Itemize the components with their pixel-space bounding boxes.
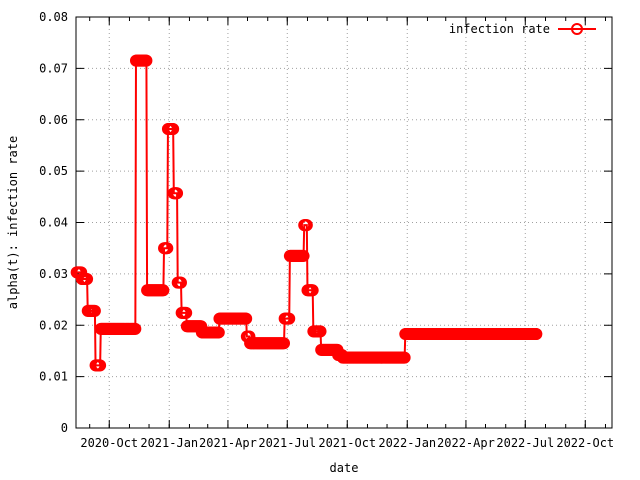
data-point — [300, 219, 313, 232]
x-axis-title: date — [330, 461, 359, 475]
x-tick-label: 2022-Apr — [437, 436, 495, 450]
data-point — [398, 351, 411, 364]
data-point — [94, 359, 107, 372]
data-point — [81, 273, 94, 286]
y-tick-label: 0.07 — [39, 61, 68, 75]
x-tick-label: 2022-Jan — [378, 436, 436, 450]
x-tick-label: 2021-Jan — [140, 436, 198, 450]
y-tick-label: 0.04 — [39, 216, 68, 230]
data-point — [180, 306, 193, 319]
y-tick-label: 0.02 — [39, 318, 68, 332]
legend-label-infection-rate: infection rate — [449, 22, 550, 36]
data-point — [88, 304, 101, 317]
y-tick-label: 0.08 — [39, 10, 68, 24]
data-point — [171, 187, 184, 200]
x-tick-label: 2021-Oct — [318, 436, 376, 450]
data-point — [167, 123, 180, 135]
y-tick-label: 0.06 — [39, 113, 68, 127]
legend: infection rate — [449, 22, 596, 36]
x-tick-label: 2022-Jul — [496, 436, 554, 450]
data-point — [140, 54, 153, 67]
series-infection-rate — [70, 54, 543, 372]
data-point — [161, 242, 174, 255]
x-tick-label: 2021-Jul — [258, 436, 316, 450]
axis-ticks: 0 0.01 0.02 0.03 0.04 0.05 0.06 0.07 0.08 2020-Oc… — [39, 10, 614, 450]
x-tick-label: 2020-Oct — [80, 436, 138, 450]
data-point — [283, 312, 296, 325]
y-tick-label: 0 — [61, 421, 68, 435]
data-point — [314, 325, 327, 338]
data-point — [530, 327, 543, 340]
data-point — [157, 284, 170, 297]
data-point — [129, 322, 142, 335]
y-tick-label: 0.05 — [39, 164, 68, 178]
y-tick-label: 0.01 — [39, 370, 68, 384]
data-point — [306, 284, 319, 297]
y-axis-title: alpha(t): infection rate — [6, 136, 20, 309]
data-point — [212, 326, 225, 339]
x-tick-label: 2022-Oct — [556, 436, 614, 450]
x-tick-label: 2021-Apr — [199, 436, 257, 450]
chart-grid — [76, 17, 612, 428]
legend-circle-marker — [571, 23, 583, 35]
y-tick-label: 0.03 — [39, 267, 68, 281]
data-point — [297, 249, 310, 262]
series-line — [76, 59, 537, 367]
data-point — [240, 312, 253, 325]
data-point — [174, 276, 187, 289]
data-point — [278, 337, 291, 350]
